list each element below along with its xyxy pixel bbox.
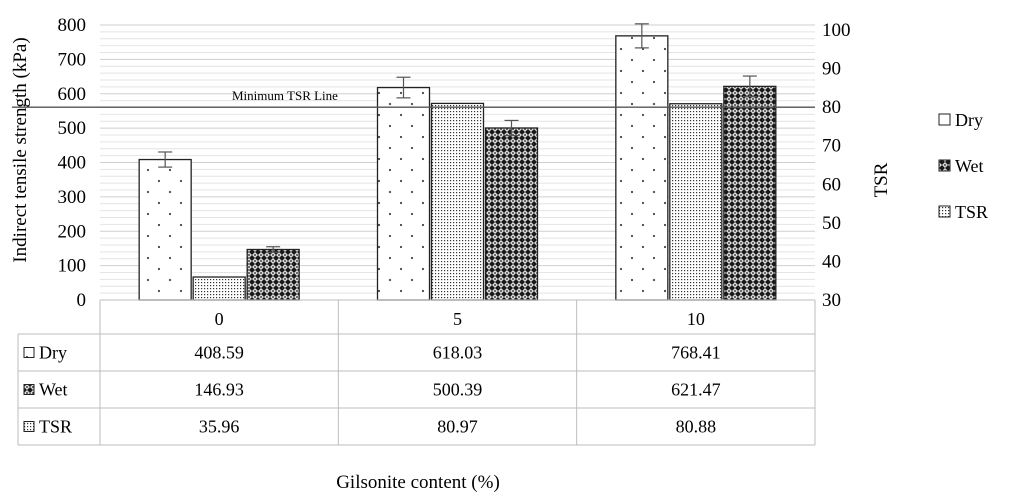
- table-cell: 500.39: [433, 380, 483, 400]
- y2-tick-label: 70: [822, 136, 841, 157]
- y-tick-label: 800: [58, 15, 87, 36]
- table-cell: 80.88: [676, 417, 717, 437]
- legend-label: Dry: [955, 110, 983, 130]
- error-bar-wet-5: [504, 119, 519, 137]
- y2-axis-ticks: 30 40 50 60 70 80 90 100: [822, 20, 851, 311]
- table-row-swatch: [23, 347, 35, 358]
- x-tick-label: 5: [453, 309, 462, 329]
- bar-tsr-0: [192, 276, 246, 301]
- y-tick-label: 400: [58, 153, 87, 174]
- legend-item-wet: Wet: [938, 156, 984, 176]
- table-cell: 408.59: [194, 343, 244, 363]
- bar-dry-5: [376, 86, 431, 301]
- table-cell: 618.03: [433, 343, 483, 363]
- x-tick-label: 10: [687, 309, 705, 329]
- y-tick-label: 600: [58, 84, 87, 105]
- bar-wet-0: [246, 248, 300, 301]
- legend: Dry Wet TSR: [938, 110, 988, 222]
- legend-label: Wet: [955, 156, 984, 176]
- y-tick-label: 200: [58, 221, 87, 242]
- y-tick-label: 100: [58, 256, 87, 277]
- bar-wet-5: [484, 127, 539, 301]
- table-row-swatch: [23, 421, 35, 432]
- table-cell: 768.41: [671, 343, 721, 363]
- legend-item-tsr: TSR: [938, 202, 988, 222]
- y2-tick-label: 90: [822, 59, 841, 80]
- y-axis-ticks: 0 100 200 300 400 500 600 700 800: [58, 15, 87, 311]
- legend-swatch: [938, 205, 951, 218]
- y2-tick-label: 40: [822, 251, 841, 272]
- table-cell: 621.47: [671, 380, 721, 400]
- bar-tsr-5: [430, 102, 485, 301]
- legend-label: TSR: [955, 202, 988, 222]
- table-row-label: Wet: [39, 380, 68, 400]
- bar-dry-10: [615, 35, 669, 301]
- y-tick-label: 500: [58, 118, 87, 139]
- error-bar-wet-0: [266, 246, 281, 253]
- legend-swatch: [938, 159, 951, 172]
- data-table: 0 5 10 Dry 408.59 618.03 768.41 Wet 146.93 500.39…: [17, 299, 816, 446]
- table-row-swatch: [23, 384, 35, 395]
- y-tick-label: 300: [58, 187, 87, 208]
- y2-tick-label: 50: [822, 213, 841, 234]
- legend-item-dry: Dry: [938, 110, 983, 130]
- y-axis-title: Indirect tensile strength (kPa): [10, 37, 31, 262]
- error-bar-wet-10: [742, 75, 757, 98]
- error-bar-dry-10: [634, 23, 649, 49]
- y2-axis-title: TSR: [871, 162, 892, 197]
- x-axis-title: Gilsonite content (%): [336, 472, 500, 493]
- x-tick-label: 0: [215, 309, 224, 329]
- minimum-tsr-label: Minimum TSR Line: [232, 88, 338, 103]
- bar-dry-0: [138, 158, 192, 301]
- y2-tick-label: 80: [822, 97, 841, 118]
- y2-tick-label: 30: [822, 290, 841, 311]
- table-row-label: TSR: [39, 417, 72, 437]
- table-cell: 80.97: [437, 417, 478, 437]
- error-bar-dry-0: [158, 151, 173, 168]
- y-tick-label: 700: [58, 49, 87, 70]
- error-bar-dry-5: [396, 76, 411, 99]
- bar-wet-10: [723, 85, 777, 301]
- bar-tsr-10: [669, 103, 723, 301]
- table-cell: 146.93: [194, 380, 244, 400]
- legend-swatch: [938, 113, 951, 126]
- table-row-label: Dry: [39, 343, 67, 363]
- reference-line: Minimum TSR Line: [12, 88, 815, 108]
- y-tick-label: 0: [77, 290, 87, 311]
- y2-tick-label: 100: [822, 20, 851, 41]
- table-cell: 35.96: [199, 417, 240, 437]
- y2-tick-label: 60: [822, 174, 841, 195]
